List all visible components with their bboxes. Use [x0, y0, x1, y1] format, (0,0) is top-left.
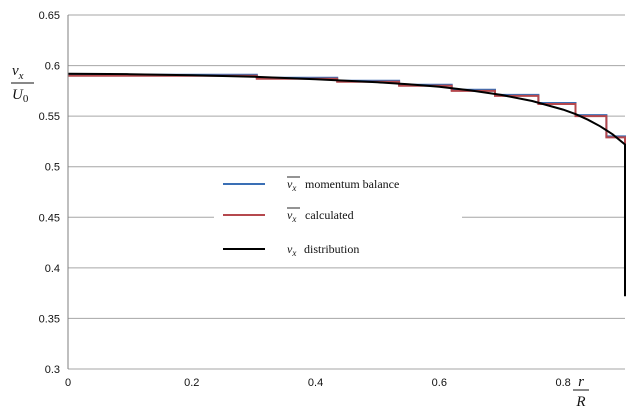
y-tick-label: 0.35 [39, 313, 60, 325]
x-axis-label-numerator: r [578, 374, 584, 390]
y-tick-label: 0.4 [45, 263, 60, 275]
y-tick-label: 0.65 [39, 10, 60, 22]
legend-label: calculated [305, 208, 354, 222]
legend-label: momentum balance [305, 177, 399, 191]
x-tick-label: 0 [65, 377, 71, 389]
y-tick-label: 0.3 [45, 364, 60, 376]
series-layer [67, 72, 626, 297]
x-tick-label: 0.8 [555, 377, 570, 389]
tick-labels: 0.3 0.35 0.4 0.45 0.5 0.55 0.6 0.65 0 0.2 0.4 0.6 0.… [39, 10, 571, 389]
y-tick-label: 0.45 [39, 212, 60, 224]
axis-labels: vx U0 rR [11, 63, 589, 409]
x-tick-label: 0.2 [184, 377, 199, 389]
y-tick-label: 0.55 [39, 111, 60, 123]
series-line-distribution [67, 72, 626, 297]
legend-label: distribution [304, 242, 359, 256]
y-axis-label-denominator: U0 [12, 87, 29, 105]
y-axis-label-numerator: vx [12, 63, 24, 82]
x-axis-label-denominator: R [575, 394, 585, 409]
series-line-calculated [68, 74, 626, 211]
legend-symbol: vx [287, 177, 296, 193]
x-tick-label: 0.6 [432, 377, 447, 389]
gridlines [68, 14, 625, 370]
legend: vx momentum balance vx calculated vx distribu… [214, 170, 462, 266]
legend-symbol: vx [287, 242, 296, 258]
y-tick-label: 0.6 [45, 61, 60, 73]
x-tick-label: 0.4 [308, 377, 323, 389]
legend-symbol: vx [287, 208, 296, 224]
y-tick-label: 0.5 [45, 162, 60, 174]
